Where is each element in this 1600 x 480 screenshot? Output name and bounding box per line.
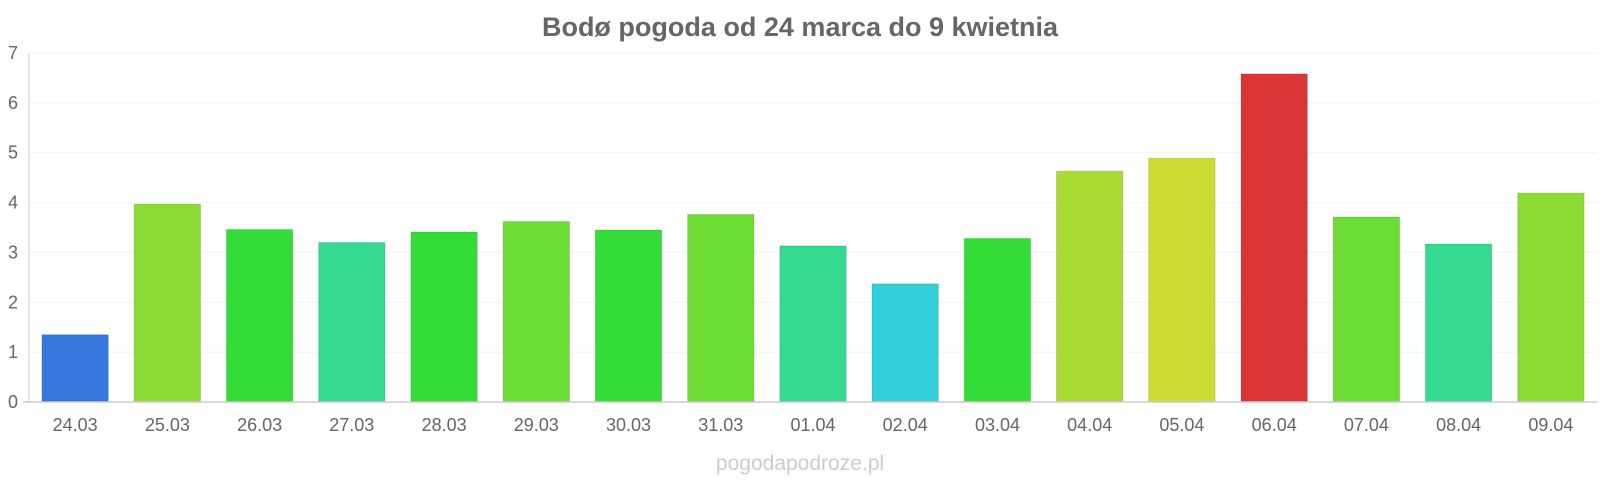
- bar-06.04: [1240, 73, 1308, 403]
- x-tick-label: 30.03: [606, 415, 651, 435]
- y-tick-label: 0: [8, 392, 18, 412]
- bar-04.04: [1056, 170, 1124, 403]
- bar-25.03: [133, 203, 202, 403]
- bar-02.04: [871, 283, 939, 403]
- y-tick-label: 5: [8, 143, 18, 163]
- x-tick-label: 29.03: [514, 415, 559, 435]
- bar-31.03: [687, 214, 755, 403]
- bar-24.03: [41, 334, 109, 403]
- x-tick-label: 26.03: [237, 415, 282, 435]
- x-tick-label: 03.04: [975, 415, 1020, 435]
- x-tick-label: 28.03: [422, 415, 467, 435]
- bar-07.04: [1332, 216, 1401, 403]
- x-tick-label: 24.03: [53, 415, 98, 435]
- x-tick-label: 31.03: [698, 415, 743, 435]
- bar-03.04: [963, 238, 1032, 403]
- bar-27.03: [318, 242, 386, 403]
- x-tick-label: 04.04: [1067, 415, 1112, 435]
- bar-30.03: [594, 229, 663, 403]
- chart-title: Bodø pogoda od 24 marca do 9 kwietnia: [542, 12, 1059, 42]
- bar-08.04: [1424, 243, 1493, 403]
- y-tick-label: 2: [8, 292, 18, 312]
- x-tick-label: 02.04: [883, 415, 928, 435]
- y-tick-labels: 0 1 2 3 4 5 6 7: [8, 43, 18, 412]
- axes: [23, 53, 1597, 403]
- x-tick-label: 09.04: [1528, 415, 1573, 435]
- y-tick-label: 4: [8, 193, 18, 213]
- x-tick-label: 25.03: [145, 415, 190, 435]
- y-tick-label: 3: [8, 242, 18, 262]
- x-tick-labels: 24.03 25.03 26.03 27.03 28.03 29.03 30.03 31.03…: [53, 415, 1574, 435]
- y-tick-label: 7: [8, 43, 18, 63]
- bar-09.04: [1517, 192, 1585, 403]
- x-tick-label: 06.04: [1252, 415, 1297, 435]
- y-tick-label: 6: [8, 93, 18, 113]
- bars: [41, 73, 1585, 403]
- x-tick-label: 27.03: [329, 415, 374, 435]
- x-tick-label: 07.04: [1344, 415, 1389, 435]
- bar-26.03: [225, 229, 294, 403]
- watermark: pogodapodroze.pl: [716, 452, 884, 475]
- y-tick-label: 1: [8, 342, 18, 362]
- bar-29.03: [502, 221, 571, 403]
- x-tick-label: 05.04: [1159, 415, 1204, 435]
- bar-01.04: [779, 245, 847, 403]
- bar-05.04: [1148, 157, 1216, 403]
- x-tick-label: 08.04: [1436, 415, 1481, 435]
- x-tick-label: 01.04: [790, 415, 835, 435]
- bar-28.03: [410, 231, 478, 403]
